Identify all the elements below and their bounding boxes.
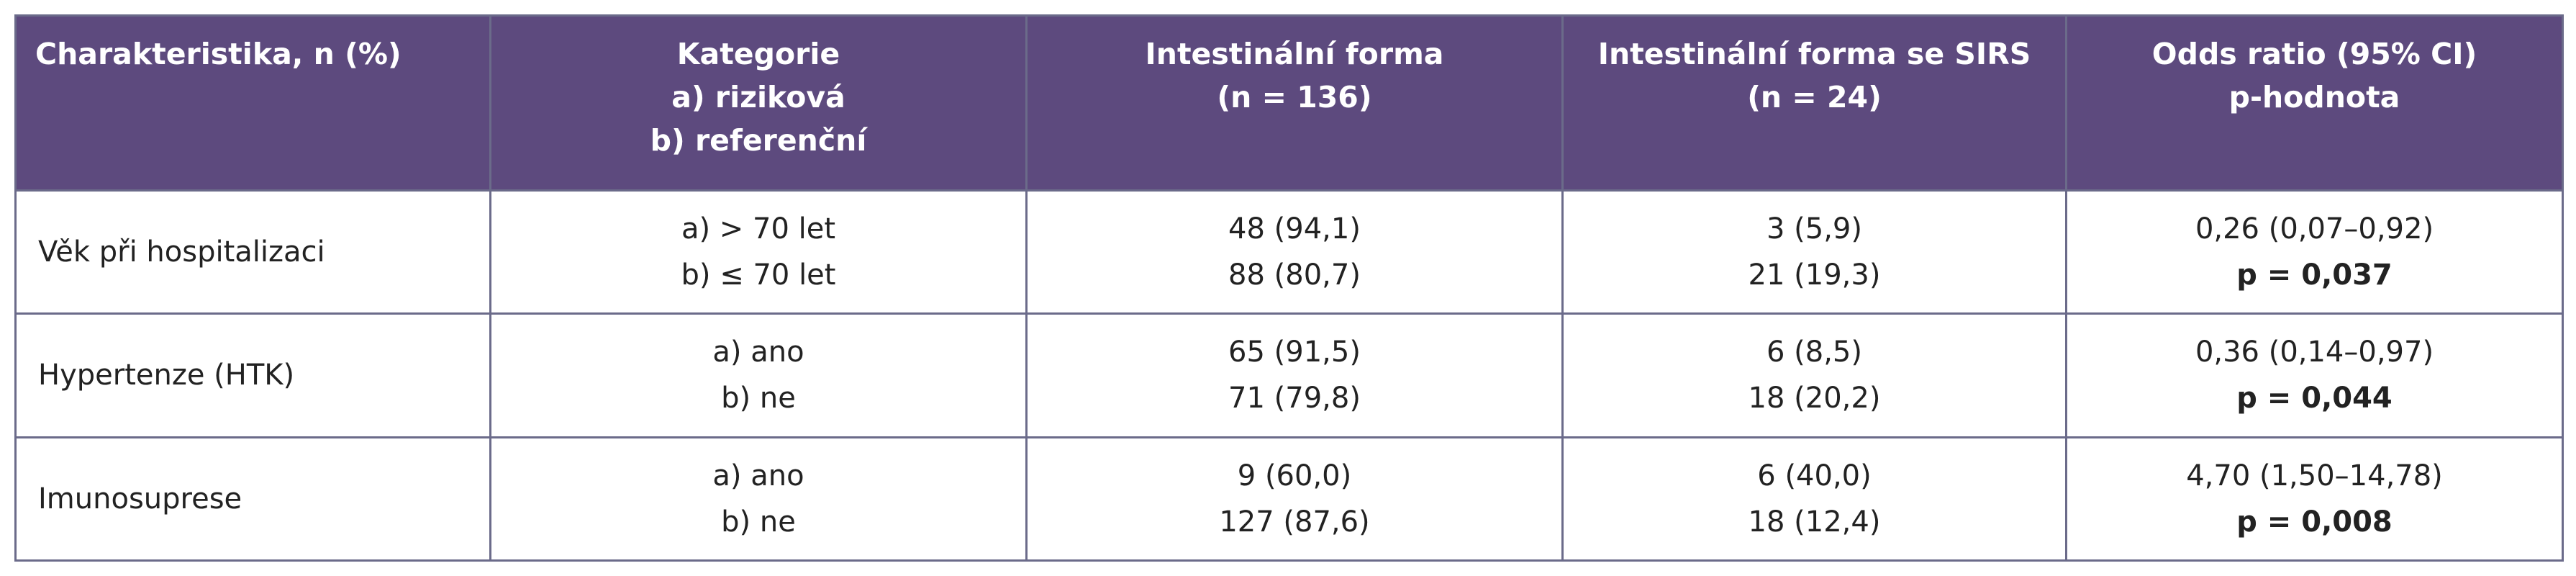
- header-category-line: b) referenční: [650, 123, 867, 158]
- table-row: Hypertenze (HTK) a) ano b) ne 65 (91,5) …: [14, 312, 2564, 438]
- data-table: Charakteristika, n (%) Kategorie a) rizi…: [14, 14, 2564, 562]
- cell-odds-ratio-value: 0,26 (0,07–0,92): [2195, 212, 2434, 246]
- cell-category-reference: b) ≤ 70 let: [681, 258, 836, 292]
- table-row: Věk při hospitalizaci a) > 70 let b) ≤ 7…: [14, 189, 2564, 315]
- header-intestinal-sirs: Intestinální forma se SIRS (n = 24): [1561, 14, 2067, 192]
- cell-intestinal-sirs: 6 (40,0) 18 (12,4): [1561, 436, 2067, 562]
- header-odds-ratio-line: p-hodnota: [2228, 80, 2400, 114]
- header-characteristic-line: Charakteristika, n (%): [35, 37, 402, 71]
- cell-intestinal-reference: 88 (80,7): [1228, 258, 1361, 292]
- header-category: Kategorie a) riziková b) referenční: [489, 14, 1028, 192]
- cell-intestinal-sirs-risk: 6 (8,5): [1767, 336, 1862, 369]
- cell-intestinal-reference: 127 (87,6): [1219, 505, 1370, 539]
- table-row: Imunosuprese a) ano b) ne 9 (60,0) 127 (…: [14, 436, 2564, 562]
- table-container: Charakteristika, n (%) Kategorie a) rizi…: [14, 14, 2564, 562]
- cell-odds-ratio: 0,26 (0,07–0,92) p = 0,037: [2065, 189, 2564, 315]
- cell-category-reference: b) ne: [721, 382, 796, 415]
- table-header: Charakteristika, n (%) Kategorie a) rizi…: [14, 14, 2564, 192]
- cell-p-value: p = 0,008: [2236, 505, 2393, 539]
- cell-intestinal-risk: 65 (91,5): [1228, 336, 1361, 369]
- header-characteristic: Charakteristika, n (%): [14, 14, 491, 192]
- header-category-line: Kategorie: [676, 37, 840, 71]
- cell-category-risk: a) > 70 let: [681, 212, 836, 246]
- cell-p-value: p = 0,037: [2236, 258, 2393, 292]
- header-intestinal-sirs-line: (n = 24): [1747, 80, 1882, 114]
- cell-intestinal-risk: 48 (94,1): [1228, 212, 1361, 246]
- header-row: Charakteristika, n (%) Kategorie a) rizi…: [14, 14, 2564, 192]
- cell-intestinal-reference: 71 (79,8): [1228, 382, 1361, 415]
- cell-category: a) > 70 let b) ≤ 70 let: [489, 189, 1028, 315]
- cell-intestinal-sirs-reference: 18 (20,2): [1748, 382, 1881, 415]
- header-intestinal-line: Intestinální forma: [1145, 37, 1444, 71]
- cell-category: a) ano b) ne: [489, 312, 1028, 438]
- header-intestinal-sirs-line: Intestinální forma se SIRS: [1597, 37, 2031, 71]
- cell-intestinal-sirs-reference: 21 (19,3): [1748, 258, 1881, 292]
- cell-characteristic: Věk při hospitalizaci: [14, 189, 491, 315]
- cell-intestinal: 48 (94,1) 88 (80,7): [1025, 189, 1564, 315]
- cell-category-reference: b) ne: [721, 505, 796, 539]
- cell-intestinal: 65 (91,5) 71 (79,8): [1025, 312, 1564, 438]
- cell-odds-ratio-value: 0,36 (0,14–0,97): [2195, 336, 2434, 369]
- header-odds-ratio: Odds ratio (95% CI) p-hodnota: [2065, 14, 2564, 192]
- cell-intestinal: 9 (60,0) 127 (87,6): [1025, 436, 1564, 562]
- cell-category-risk: a) ano: [712, 336, 804, 369]
- header-intestinal: Intestinální forma (n = 136): [1025, 14, 1564, 192]
- cell-intestinal-sirs: 6 (8,5) 18 (20,2): [1561, 312, 2067, 438]
- cell-characteristic: Imunosuprese: [14, 436, 491, 562]
- cell-odds-ratio: 0,36 (0,14–0,97) p = 0,044: [2065, 312, 2564, 438]
- cell-intestinal-sirs-reference: 18 (12,4): [1748, 505, 1881, 539]
- cell-odds-ratio-value: 4,70 (1,50–14,78): [2186, 459, 2443, 492]
- table-body: Věk při hospitalizaci a) > 70 let b) ≤ 7…: [14, 189, 2564, 562]
- cell-category-risk: a) ano: [712, 459, 804, 492]
- cell-intestinal-sirs-risk: 6 (40,0): [1757, 459, 1872, 492]
- cell-odds-ratio: 4,70 (1,50–14,78) p = 0,008: [2065, 436, 2564, 562]
- cell-category: a) ano b) ne: [489, 436, 1028, 562]
- header-intestinal-line: (n = 136): [1217, 80, 1372, 114]
- cell-intestinal-risk: 9 (60,0): [1237, 459, 1352, 492]
- header-category-line: a) riziková: [671, 80, 845, 114]
- cell-intestinal-sirs: 3 (5,9) 21 (19,3): [1561, 189, 2067, 315]
- header-odds-ratio-line: Odds ratio (95% CI): [2151, 37, 2477, 71]
- cell-intestinal-sirs-risk: 3 (5,9): [1767, 212, 1862, 246]
- cell-p-value: p = 0,044: [2236, 382, 2393, 415]
- cell-characteristic: Hypertenze (HTK): [14, 312, 491, 438]
